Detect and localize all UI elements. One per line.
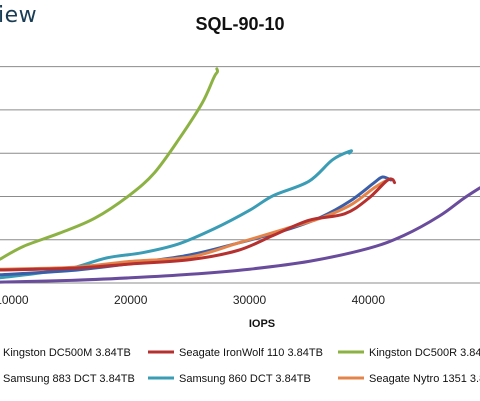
x-axis-label: IOPS <box>249 318 275 330</box>
legend-label: Seagate Nytro 1351 3.84TB <box>369 373 480 385</box>
legend: Kingston DC500M 3.84TB Seagate IronWolf 1… <box>3 347 480 385</box>
x-tick-label: 20000 <box>114 293 148 307</box>
legend-label: Kingston DC500R 3.84TB <box>369 347 480 359</box>
brand-logo: iew <box>0 3 38 28</box>
chart-title: SQL-90-10 <box>195 14 285 34</box>
legend-label: Kingston DC500M 3.84TB <box>3 347 131 359</box>
grid-lines <box>0 66 480 241</box>
legend-label: Samsung 860 DCT 3.84TB <box>179 373 311 385</box>
series-line <box>0 67 220 261</box>
x-tick-label: 30000 <box>233 293 267 307</box>
x-tick-label: 40000 <box>352 293 386 307</box>
series-line <box>0 186 480 284</box>
series-line <box>0 178 389 271</box>
series-line <box>0 177 396 272</box>
series-lines <box>0 67 480 284</box>
legend-label: Seagate IronWolf 110 3.84TB <box>179 347 323 359</box>
legend-label: Samsung 883 DCT 3.84TB <box>3 373 135 385</box>
